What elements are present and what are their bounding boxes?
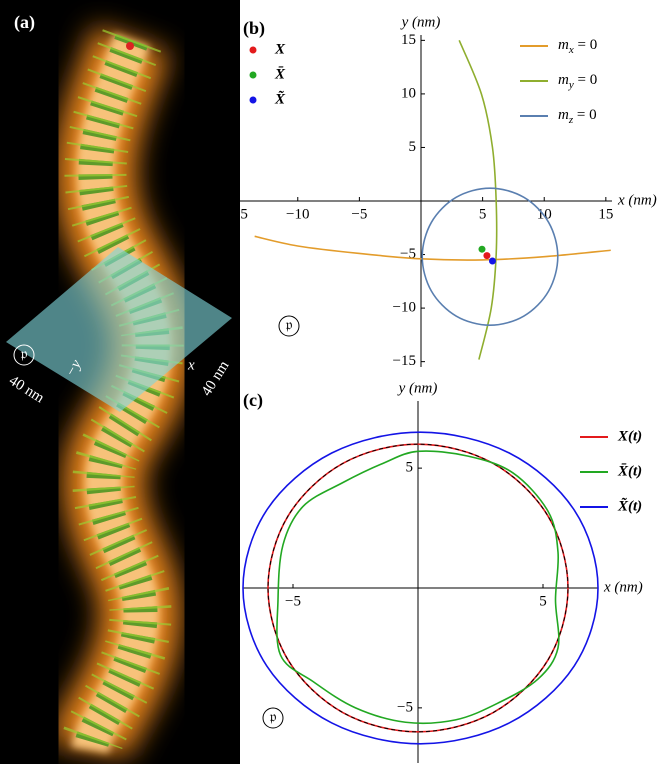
x-tick-label: 5: [479, 206, 487, 222]
figure: 𝔭 −y x 40 nm 40 nm (a) −15 −10 −5 5 10 15 −15 −…: [0, 0, 660, 764]
panel-label: (c): [243, 390, 263, 411]
legend-marker: [250, 97, 257, 104]
x-tick-label: 15: [598, 206, 613, 222]
x-axis-label: x (nm): [617, 192, 657, 208]
y-axis-label: y (nm): [400, 14, 441, 30]
legend-label: X̃: [274, 90, 286, 108]
core-marker: [126, 42, 134, 50]
x-tick-label: −5: [351, 206, 367, 222]
point: [483, 252, 490, 259]
legend-marker: [250, 72, 257, 79]
plane-label: 𝔭: [21, 346, 28, 362]
chart: −5 5 −5 5 x (nm) y (nm) (c) 𝔭 X(t) X̄(t) X̃(t): [243, 380, 643, 763]
panel-label: (a): [14, 12, 35, 33]
legend-marker: [250, 47, 257, 54]
legend-label: mz = 0: [558, 107, 597, 125]
y-tick-label: 5: [409, 139, 417, 155]
x-tick-label: −5: [285, 593, 301, 609]
legend-label: X̄: [274, 66, 286, 82]
axis-label: x: [187, 357, 195, 373]
annotation: 𝔭: [270, 709, 277, 725]
point: [489, 257, 496, 264]
point: [478, 246, 485, 253]
y-tick-label: −10: [393, 300, 416, 316]
x-tick-label: −15: [224, 206, 247, 222]
legend-label: X̃(t): [617, 497, 642, 515]
series-line: [459, 40, 497, 359]
render-panel: 𝔭 −y x 40 nm 40 nm (a): [0, 0, 240, 764]
legend-label: X: [274, 41, 286, 57]
panel-label: (b): [243, 18, 265, 39]
annotation: 𝔭: [286, 317, 293, 333]
legend-label: X(t): [617, 428, 642, 444]
x-tick-label: 5: [539, 593, 547, 609]
y-tick-label: 10: [401, 85, 416, 101]
x-axis-label: x (nm): [603, 579, 643, 595]
y-tick-label: 5: [406, 460, 414, 476]
y-tick-label: −5: [400, 246, 416, 262]
x-tick-label: −10: [286, 206, 309, 222]
legend-label: my = 0: [558, 72, 597, 90]
y-tick-label: −15: [393, 353, 416, 369]
y-tick-label: 15: [401, 32, 416, 48]
legend-label: X̄(t): [617, 463, 642, 479]
y-axis-label: y (nm): [397, 380, 438, 396]
legend-label: mx = 0: [558, 37, 597, 55]
y-tick-label: −5: [397, 699, 413, 715]
